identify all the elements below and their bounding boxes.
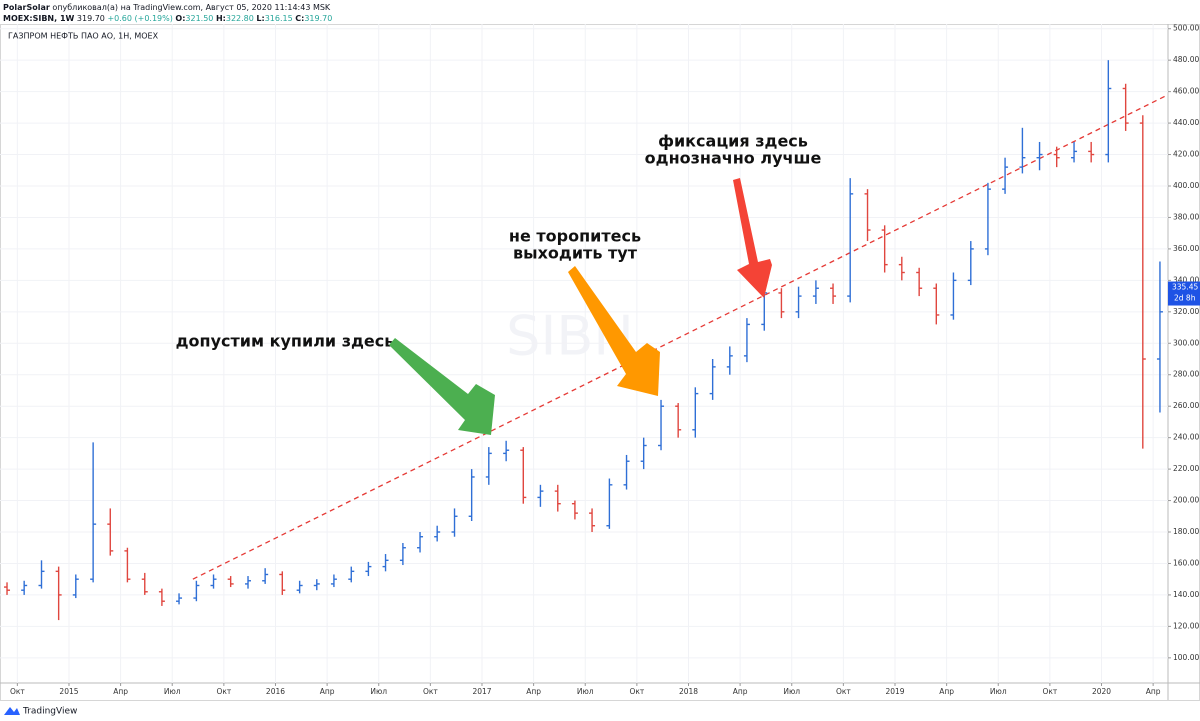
header-line-1: PolarSolar опубликовал(а) на TradingView… (3, 3, 331, 12)
countdown: 2d 8h (1174, 294, 1196, 303)
l: 316.15 (265, 14, 293, 23)
change: +0.60 (+0.19%) (107, 14, 172, 23)
c-label: C: (295, 14, 304, 23)
y-tick-label: 300.00 (1173, 338, 1199, 347)
chart-title: ГАЗПРОМ НЕФТЬ ПАО АО, 1Н, MOEX (8, 32, 159, 41)
y-tick-label: 340.00 (1173, 275, 1199, 284)
x-tick-label: Апр (939, 687, 954, 696)
y-tick-label: 380.00 (1173, 212, 1199, 221)
price-tag-label: 335.45 (1172, 283, 1198, 292)
y-tick-label: 460.00 (1173, 87, 1199, 96)
x-tick-label: 2017 (472, 687, 491, 696)
o: 321.50 (185, 14, 213, 23)
plot (0, 24, 1171, 686)
last: 319.70 (77, 14, 105, 23)
author: PolarSolar (3, 3, 50, 12)
y-tick-label: 200.00 (1173, 496, 1199, 505)
price-tag (1168, 281, 1200, 306)
x-tick-label: Апр (320, 687, 335, 696)
y-tick-label: 100.00 (1173, 653, 1199, 662)
x-tick-label: Апр (733, 687, 748, 696)
y-tick-label: 500.00 (1173, 24, 1199, 33)
y-tick-label: 320.00 (1173, 307, 1199, 316)
y-tick-label: 240.00 (1173, 433, 1199, 442)
y-tick-label: 220.00 (1173, 464, 1199, 473)
arrow-orange (568, 266, 660, 396)
x-tick-label: Окт (1042, 687, 1057, 696)
l-label: L: (256, 14, 264, 23)
published: опубликовал(а) на TradingView.com, Авгус… (52, 3, 331, 12)
annotation: не торопитесь (509, 227, 641, 246)
h-label: H: (216, 14, 226, 23)
annotation: однозначно лучше (645, 149, 822, 168)
y-tick-label: 280.00 (1173, 370, 1199, 379)
x-tick-label: Окт (629, 687, 644, 696)
x-tick-label: 2015 (59, 687, 78, 696)
y-tick-label: 120.00 (1173, 621, 1199, 630)
x-tick-label: Июл (370, 687, 387, 696)
x-tick-label: Апр (113, 687, 128, 696)
x-tick-label: 2018 (679, 687, 698, 696)
trend-line (192, 94, 1169, 580)
y-tick-label: 260.00 (1173, 401, 1199, 410)
x-tick-label: Окт (10, 687, 25, 696)
annotation: выходить тут (513, 244, 638, 263)
header-line-2: MOEX:SIBN, 1W 319.70 +0.60 (+0.19%) O:32… (3, 14, 332, 23)
x-tick-label: Апр (1146, 687, 1161, 696)
x-tick-label: 2016 (266, 687, 285, 696)
h: 322.80 (226, 14, 254, 23)
annotation: допустим купили здесь (176, 332, 395, 351)
x-tick-label: Июл (783, 687, 800, 696)
footer: TradingView (4, 707, 77, 717)
x-tick-label: Июл (577, 687, 594, 696)
annotation: фиксация здесь (658, 132, 808, 151)
arrow-red (733, 178, 772, 298)
x-tick-label: 2020 (1092, 687, 1111, 696)
c: 319.70 (304, 14, 332, 23)
x-tick-label: Окт (836, 687, 851, 696)
x-tick-label: Окт (423, 687, 438, 696)
y-tick-label: 140.00 (1173, 590, 1199, 599)
symbol: MOEX:SIBN, 1W (3, 14, 75, 23)
x-tick-label: Окт (216, 687, 231, 696)
y-tick-label: 440.00 (1173, 118, 1199, 127)
y-tick-label: 400.00 (1173, 181, 1199, 190)
x-tick-label: Июл (990, 687, 1007, 696)
brand: TradingView (22, 707, 77, 717)
o-label: O: (175, 14, 185, 23)
y-tick-label: 480.00 (1173, 55, 1199, 64)
y-tick-label: 160.00 (1173, 558, 1199, 567)
x-tick-label: Июл (164, 687, 181, 696)
x-tick-label: Апр (526, 687, 541, 696)
y-tick-label: 180.00 (1173, 527, 1199, 536)
x-tick-label: 2019 (885, 687, 904, 696)
y-tick-label: 360.00 (1173, 244, 1199, 253)
logo (4, 707, 20, 715)
y-tick-label: 420.00 (1173, 150, 1199, 159)
arrow-green (389, 338, 495, 435)
